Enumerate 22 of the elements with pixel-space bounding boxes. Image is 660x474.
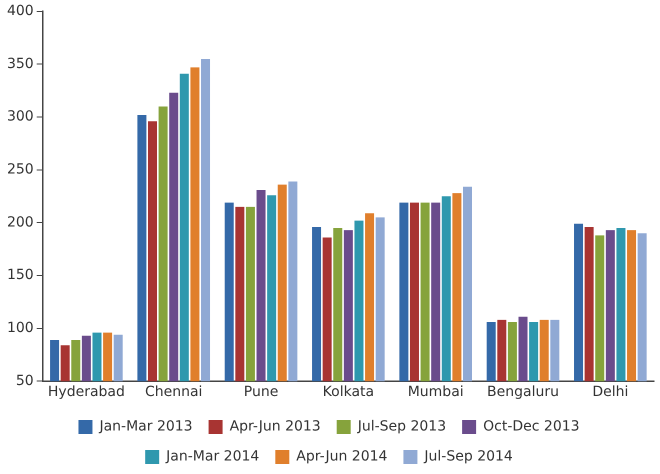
y-tick-label: 400: [6, 3, 34, 20]
legend-label: Apr-Jun 2014: [296, 448, 388, 465]
y-tick-label: 150: [6, 267, 34, 284]
y-tick-label: 200: [6, 214, 34, 230]
y-tick-label: 250: [6, 162, 34, 178]
legend-label: Jan-Mar 2013: [98, 418, 193, 435]
legend-label: Oct-Dec 2013: [483, 418, 580, 435]
y-tick-label: 100: [6, 320, 34, 336]
legend-label: Jul-Sep 2014: [423, 448, 513, 465]
x-tick-label: Delhi: [592, 384, 628, 400]
x-tick-label: Pune: [244, 384, 278, 400]
y-tick-label: 50: [16, 372, 34, 389]
x-tick-label: Mumbai: [408, 384, 464, 400]
x-tick-label: Chennai: [144, 384, 202, 400]
y-tick-label: 350: [6, 56, 34, 72]
x-tick-label: Bengaluru: [487, 384, 559, 400]
legend-label: Jan-Mar 2014: [165, 448, 260, 465]
x-tick-label: Kolkata: [322, 384, 374, 400]
x-tick-label: Hyderabad: [48, 384, 125, 400]
legend-label: Jul-Sep 2013: [356, 418, 446, 435]
y-tick-label: 300: [6, 108, 34, 125]
legend-label: Apr-Jun 2013: [230, 418, 321, 435]
